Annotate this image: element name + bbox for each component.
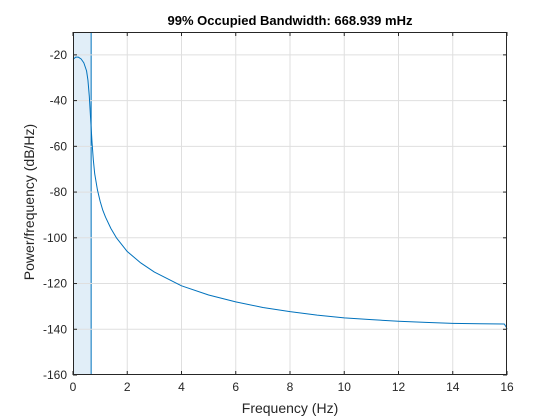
y-tick-label: -100 — [43, 231, 67, 245]
x-tick-label: 10 — [338, 380, 352, 394]
grid — [73, 32, 507, 375]
y-tick-label: -160 — [43, 368, 67, 382]
x-tick-label: 6 — [232, 380, 239, 394]
x-axis-label: Frequency (Hz) — [242, 400, 338, 416]
x-tick-label: 16 — [500, 380, 514, 394]
psd-series-line — [72, 56, 508, 330]
x-tick-label: 8 — [287, 380, 294, 394]
y-ticks: -160 -140 -120 -100 -80 -60 -40 -20 — [43, 48, 507, 382]
y-tick-label: -80 — [50, 185, 68, 199]
x-tick-label: 0 — [70, 380, 77, 394]
chart-title: 99% Occupied Bandwidth: 668.939 mHz — [168, 13, 413, 28]
y-tick-label: -140 — [43, 322, 67, 336]
series-group — [72, 56, 508, 330]
x-tick-label: 12 — [392, 380, 406, 394]
y-tick-label: -20 — [50, 48, 68, 62]
y-tick-label: -60 — [50, 139, 68, 153]
x-tick-label: 14 — [446, 380, 460, 394]
occupied-bandwidth-band — [73, 32, 92, 375]
y-axis-label: Power/frequency (dB/Hz) — [21, 124, 37, 280]
x-ticks: 0 2 4 6 8 10 12 14 16 — [70, 32, 514, 394]
y-tick-label: -120 — [43, 277, 67, 291]
x-tick-label: 4 — [178, 380, 185, 394]
x-tick-label: 2 — [124, 380, 131, 394]
y-tick-label: -40 — [50, 94, 68, 108]
